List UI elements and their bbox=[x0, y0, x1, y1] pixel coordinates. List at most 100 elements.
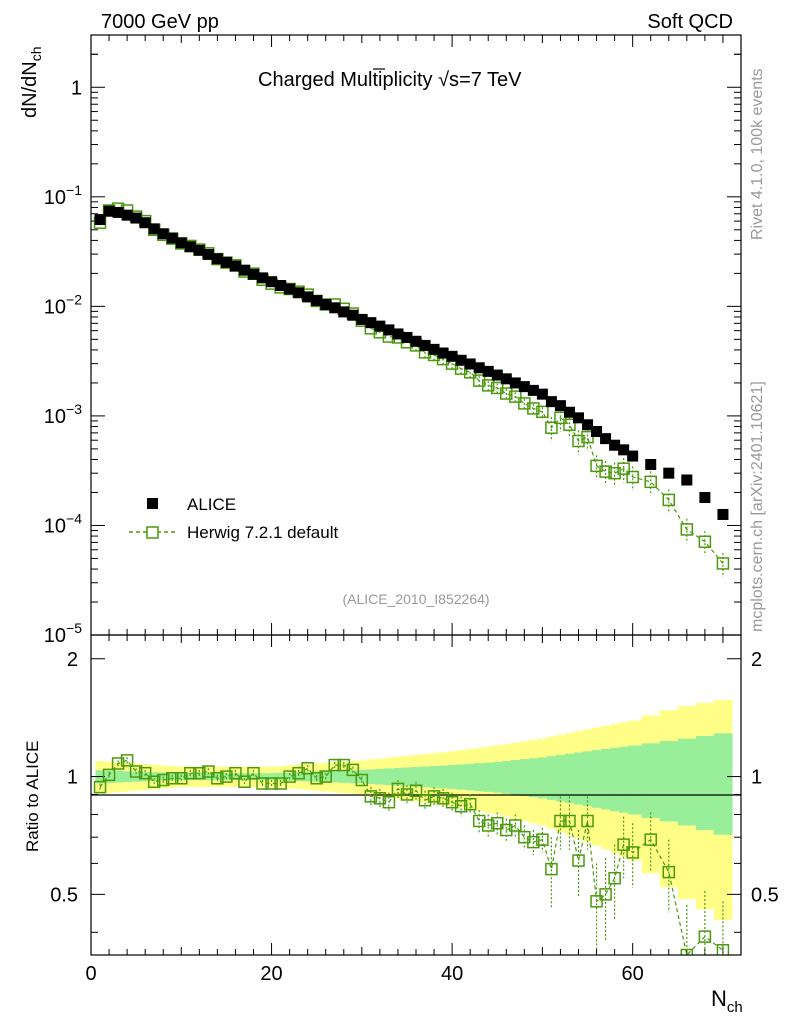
ratio-point bbox=[184, 766, 197, 780]
x-tick-label: 40 bbox=[441, 963, 463, 985]
ratio-point bbox=[328, 758, 341, 772]
ratio-point bbox=[662, 865, 676, 879]
ratio-point bbox=[166, 772, 179, 785]
legend-data-label: ALICE bbox=[187, 495, 236, 514]
ratio-point bbox=[563, 814, 576, 828]
data-point bbox=[464, 358, 476, 370]
ratio-point bbox=[716, 943, 730, 955]
data-point bbox=[437, 347, 449, 359]
ratio-band-inner bbox=[501, 760, 512, 794]
ratio-point bbox=[472, 814, 486, 828]
main-y-tick-label: 10−2 bbox=[44, 291, 82, 318]
ratio-band-inner bbox=[294, 772, 304, 782]
data-point bbox=[211, 253, 223, 265]
main-y-tick-label: 10−4 bbox=[44, 510, 82, 537]
ratio-point bbox=[500, 823, 513, 837]
ratio-band-inner bbox=[339, 770, 349, 783]
data-point bbox=[257, 272, 269, 284]
ratio-point bbox=[572, 854, 585, 867]
ratio-band-inner bbox=[221, 773, 232, 780]
data-point bbox=[103, 205, 115, 217]
ratio-band-inner bbox=[659, 741, 679, 822]
main-y-tick-label: 10−3 bbox=[44, 401, 82, 428]
ratio-point bbox=[626, 846, 639, 859]
mcplots-label: mcplots.cern.ch [arXiv:2401.10621] bbox=[749, 381, 766, 632]
data-point bbox=[311, 295, 323, 307]
ratio-point bbox=[220, 770, 233, 783]
ratio-band-inner bbox=[628, 745, 643, 815]
ratio-point bbox=[310, 772, 323, 785]
ratio-point bbox=[102, 768, 116, 782]
data-point bbox=[148, 223, 160, 235]
mc-point bbox=[599, 465, 612, 478]
ratio-point bbox=[581, 814, 594, 828]
category-label: Soft QCD bbox=[647, 11, 733, 33]
data-point bbox=[238, 264, 250, 276]
ratio-band-inner bbox=[456, 764, 467, 790]
data-point bbox=[410, 335, 422, 347]
data-point bbox=[320, 298, 332, 310]
ratio-point bbox=[617, 838, 630, 851]
ratio-point bbox=[229, 766, 242, 780]
ratio-point bbox=[193, 766, 206, 780]
data-point bbox=[518, 381, 530, 393]
main-y-tick-label: 10−5 bbox=[44, 620, 82, 647]
ratio-point bbox=[698, 930, 712, 943]
data-point bbox=[645, 459, 657, 471]
data-point bbox=[699, 491, 711, 503]
mc-point bbox=[608, 466, 621, 480]
ratio-band-inner bbox=[695, 735, 715, 831]
ratio-point bbox=[202, 765, 215, 778]
ratio-band-inner bbox=[411, 766, 422, 787]
ratio-point bbox=[644, 833, 657, 846]
ratio-band-inner bbox=[546, 756, 557, 800]
data-point bbox=[383, 324, 395, 336]
mc-point bbox=[527, 402, 540, 415]
ratio-band-inner bbox=[140, 771, 151, 782]
data-point bbox=[627, 450, 639, 462]
ratio-uncertainty-bands bbox=[95, 699, 733, 921]
ratio-point bbox=[364, 790, 378, 803]
data-point bbox=[284, 283, 296, 295]
ratio-series bbox=[93, 754, 730, 955]
data-point bbox=[663, 467, 675, 479]
mc-point bbox=[626, 470, 639, 484]
ratio-point bbox=[463, 797, 477, 811]
ratio-band-inner bbox=[483, 762, 494, 792]
mc-point bbox=[536, 405, 549, 419]
ratio-band-inner bbox=[113, 770, 124, 783]
mc-point bbox=[545, 421, 558, 434]
ratio-band-inner bbox=[276, 772, 286, 781]
data-point bbox=[573, 412, 584, 424]
mc-point bbox=[572, 434, 585, 448]
ratio-band-inner bbox=[492, 761, 503, 793]
main-y-axis-label: dN/dNch bbox=[19, 47, 44, 119]
data-point bbox=[428, 343, 440, 355]
ratio-y-tick-label-right: 2 bbox=[751, 649, 762, 671]
ratio-y-tick-label: 2 bbox=[67, 649, 78, 671]
x-axis-label: Nch bbox=[711, 986, 743, 1016]
data-point bbox=[563, 406, 575, 418]
ratio-band-inner bbox=[194, 773, 205, 780]
ratio-y-tick-label-right: 0.5 bbox=[751, 884, 779, 906]
data-point bbox=[609, 439, 621, 451]
data-point bbox=[275, 280, 287, 292]
data-point bbox=[455, 354, 467, 366]
data-point bbox=[175, 237, 187, 249]
ratio-point bbox=[608, 871, 621, 885]
data-point bbox=[220, 256, 232, 268]
ratio-point bbox=[301, 762, 314, 775]
data-point bbox=[121, 209, 133, 221]
mc-point bbox=[563, 418, 576, 432]
data-point bbox=[545, 396, 557, 408]
data-point bbox=[130, 212, 142, 224]
ratio-y-tick-label: 0.5 bbox=[50, 884, 78, 906]
ratio-point bbox=[274, 777, 287, 790]
data-point bbox=[491, 369, 503, 381]
ratio-band-inner bbox=[285, 772, 295, 781]
ratio-band-inner bbox=[402, 767, 412, 787]
mc-series bbox=[93, 202, 730, 578]
ratio-band-inner bbox=[447, 765, 458, 789]
data-point bbox=[600, 433, 612, 445]
ratio-band-inner bbox=[248, 773, 259, 780]
